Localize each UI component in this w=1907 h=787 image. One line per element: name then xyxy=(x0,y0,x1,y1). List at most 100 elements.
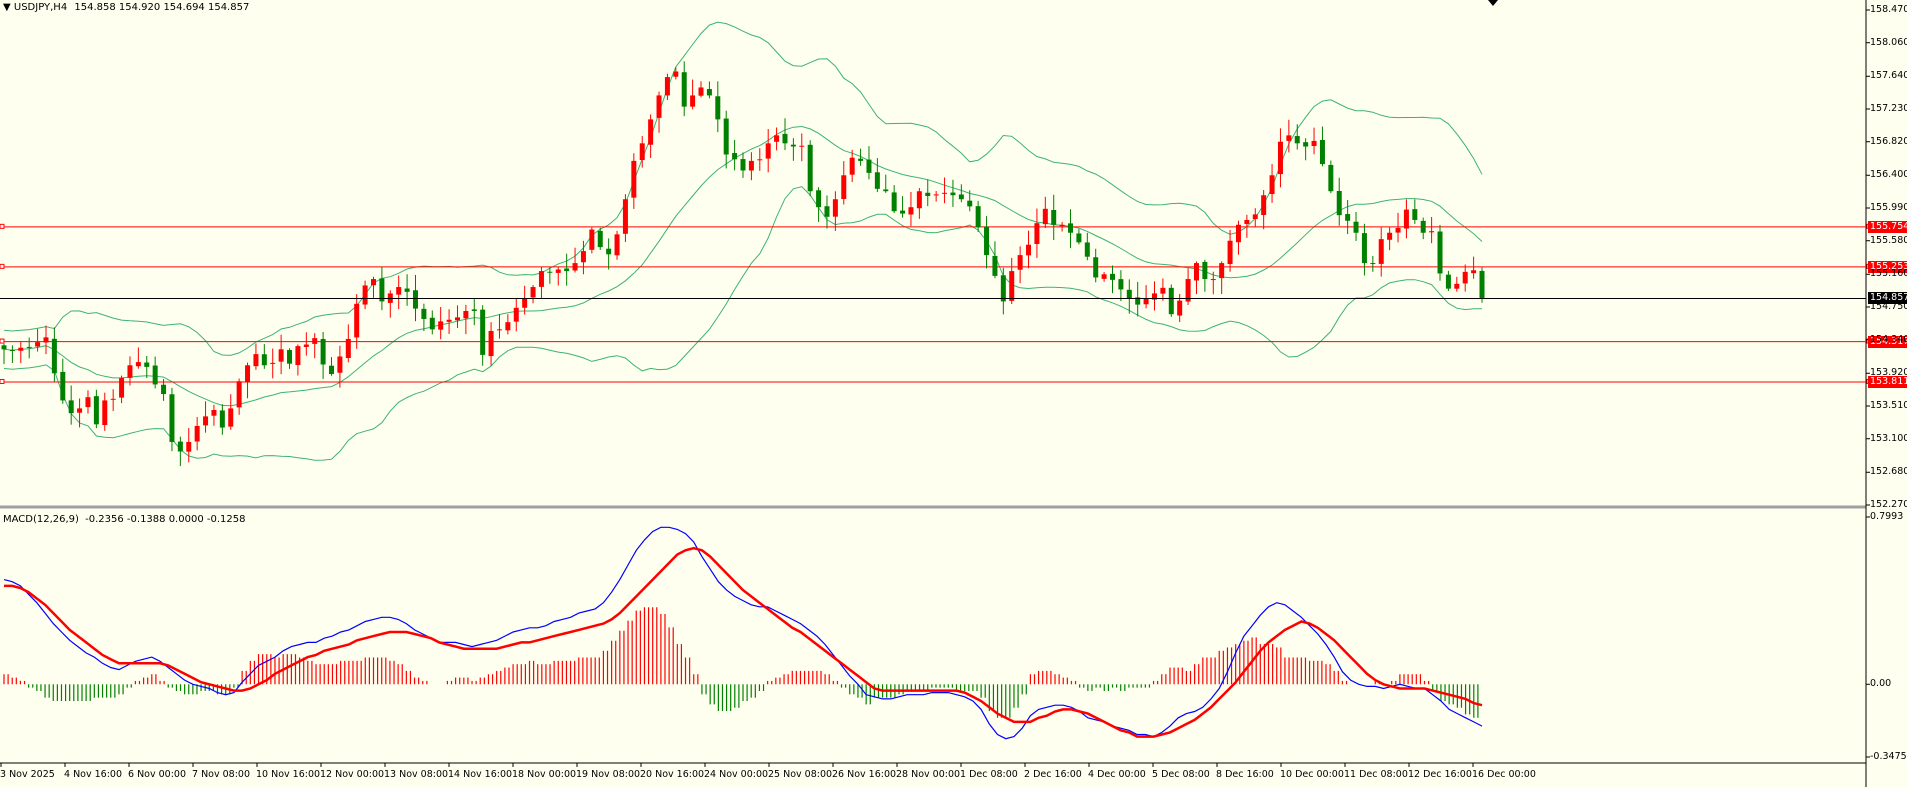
candle-body xyxy=(295,346,301,366)
candle-body xyxy=(1479,270,1485,299)
candle-body xyxy=(1126,289,1132,299)
candle xyxy=(144,355,150,379)
candle xyxy=(698,81,704,98)
candle xyxy=(51,327,57,382)
candle-body xyxy=(555,269,561,273)
candle xyxy=(807,140,813,197)
candle-body xyxy=(866,159,872,173)
candle xyxy=(152,356,158,389)
candle xyxy=(1219,261,1225,294)
candle xyxy=(1403,199,1409,239)
candle xyxy=(1445,270,1451,291)
candle xyxy=(1353,212,1359,241)
price-tick-label: 153.920 xyxy=(1870,367,1907,379)
price-tick-label: 154.340 xyxy=(1870,333,1907,345)
candle-body xyxy=(43,337,49,343)
candle xyxy=(1,343,7,365)
candle-body xyxy=(1244,219,1250,224)
candle xyxy=(858,148,864,166)
dropdown-triangle-icon[interactable]: ▼ xyxy=(3,2,11,13)
candle xyxy=(1026,230,1032,269)
candle-body xyxy=(1101,274,1107,279)
candle-body xyxy=(799,145,805,147)
candle xyxy=(984,216,990,269)
candle xyxy=(1193,261,1199,295)
candle xyxy=(606,238,612,270)
candle-body xyxy=(194,425,200,442)
candle-body xyxy=(329,365,335,375)
candle-body xyxy=(135,362,141,367)
candle xyxy=(874,158,880,193)
candle-body xyxy=(51,338,57,374)
candle xyxy=(782,118,788,151)
candle xyxy=(1261,189,1267,230)
price-tick-label: 155.990 xyxy=(1870,202,1907,213)
time-tick-label: 16 Dec 00:00 xyxy=(1472,769,1536,780)
candle xyxy=(765,129,771,173)
candle xyxy=(530,285,536,304)
candle-body xyxy=(1294,136,1300,144)
candle xyxy=(60,358,66,404)
candle xyxy=(320,332,326,379)
candle xyxy=(77,398,83,428)
candle-body xyxy=(438,321,444,330)
candle-body xyxy=(1445,274,1451,289)
candle-body xyxy=(161,384,167,395)
candle-body xyxy=(690,95,696,107)
current-price-tag: 154.857 xyxy=(1868,292,1907,305)
time-tick-label: 4 Nov 16:00 xyxy=(64,769,123,780)
candle-body xyxy=(446,319,452,322)
candle-body xyxy=(1110,273,1115,280)
candle xyxy=(1361,223,1367,276)
candle-body xyxy=(35,342,41,347)
candle-body xyxy=(530,287,536,298)
candle-body xyxy=(152,365,158,385)
candle-body xyxy=(463,310,469,319)
candle xyxy=(1370,255,1376,272)
candle-body xyxy=(287,350,293,364)
candle-body xyxy=(253,354,259,367)
candle-body xyxy=(85,397,91,408)
candle xyxy=(312,333,318,359)
candle-body xyxy=(119,378,125,398)
candle xyxy=(580,240,586,275)
candle xyxy=(1479,267,1485,303)
candle-body xyxy=(1151,293,1157,300)
candle xyxy=(1345,200,1351,235)
candle-body xyxy=(790,144,796,147)
candle-body xyxy=(580,251,586,263)
time-tick-label: 10 Dec 00:00 xyxy=(1280,769,1344,780)
symbol-label: USDJPY,H4 xyxy=(13,2,68,13)
candle xyxy=(396,275,402,310)
candle xyxy=(715,81,721,133)
candle xyxy=(1294,124,1300,150)
candle xyxy=(1076,229,1082,245)
candle xyxy=(1202,259,1208,292)
candle-body xyxy=(1471,270,1477,274)
candle xyxy=(1311,127,1317,155)
macd-label: MACD(12,26,9) xyxy=(3,514,79,525)
time-tick-label: 18 Nov 00:00 xyxy=(512,769,577,780)
candle xyxy=(102,392,108,431)
candle xyxy=(958,184,964,203)
candle xyxy=(572,247,578,273)
candle-body xyxy=(732,153,738,160)
candle-body xyxy=(1093,257,1099,278)
candle-body xyxy=(480,309,486,355)
candle-body xyxy=(858,158,864,161)
candle xyxy=(1000,267,1006,315)
candle-body xyxy=(816,190,822,208)
candle xyxy=(1429,216,1435,244)
candle-body xyxy=(1135,297,1141,305)
candle xyxy=(1009,257,1015,305)
candle-body xyxy=(648,119,654,145)
candle xyxy=(538,266,544,299)
candle-body xyxy=(362,285,368,305)
price-tick-label: 156.400 xyxy=(1870,169,1907,181)
level-price-tag: 153.811 xyxy=(1868,375,1907,388)
candle-body xyxy=(371,279,376,286)
candle xyxy=(85,390,91,414)
candle xyxy=(18,341,24,364)
price-tick-label: 158.470 xyxy=(1870,4,1907,15)
